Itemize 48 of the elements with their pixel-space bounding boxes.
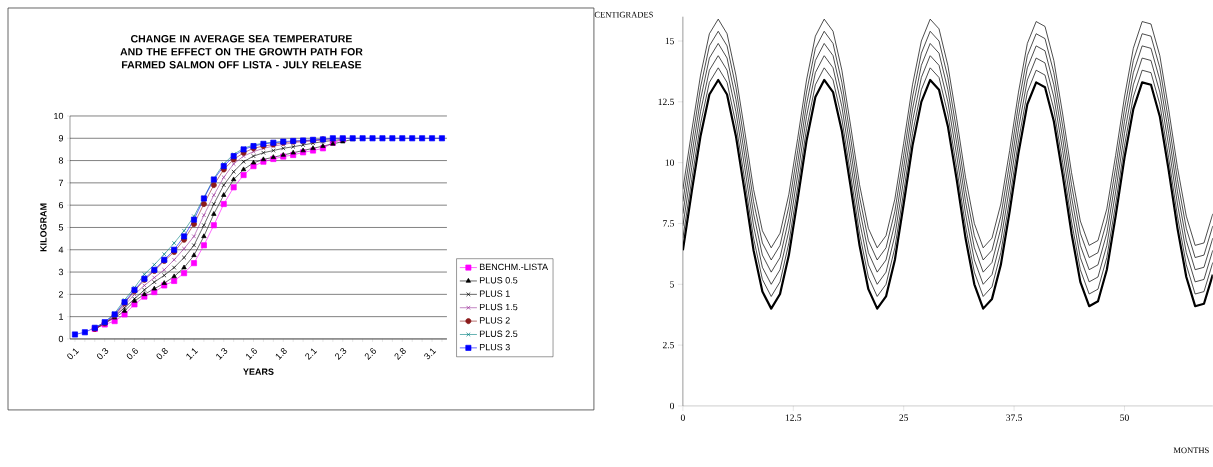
- y-tick-label: 15: [665, 37, 674, 45]
- x-tick-label: 25: [899, 414, 909, 421]
- y-tick-label: 3: [58, 268, 64, 276]
- y-tick-label: 1: [59, 313, 64, 320]
- x-tick-label: 12.5: [785, 414, 802, 421]
- x-tick-label: 1.3: [216, 348, 228, 360]
- y-axis-title: KILOGRAM: [40, 203, 47, 252]
- x-tick-label: 1.8: [275, 348, 287, 360]
- x-tick-label: 0.6: [126, 348, 138, 360]
- y-axis-title: CENTIGRADES: [594, 11, 653, 18]
- y-tick-label: 10: [54, 112, 64, 120]
- legend-label: PLUS 2.5: [479, 330, 518, 338]
- x-tick-label: 0.8: [156, 348, 168, 360]
- x-tick-label: 0.3: [97, 348, 109, 360]
- x-axis-title: MONTHS: [1173, 447, 1209, 454]
- x-tick-label: 1.1: [186, 348, 199, 360]
- legend-label: PLUS 1: [479, 290, 510, 297]
- y-tick-label: 7.5: [663, 220, 674, 227]
- x-tick-label: 0: [680, 414, 685, 421]
- legend-label: PLUS 2: [479, 317, 510, 324]
- x-tick-label: 2.3: [335, 348, 347, 360]
- y-tick-label: 2: [58, 291, 64, 298]
- x-tick-label: 1.6: [246, 348, 257, 360]
- y-tick-label: 0: [669, 402, 674, 410]
- y-tick-label: 8: [58, 157, 64, 164]
- y-tick-label: 6: [58, 202, 64, 209]
- x-tick-label: 3.1: [424, 348, 437, 360]
- y-tick-label: 2.5: [662, 341, 674, 349]
- x-tick-label: 50: [1120, 414, 1129, 421]
- x-tick-label: 37.5: [1006, 414, 1023, 421]
- legend-label: PLUS 0.5: [479, 277, 518, 284]
- y-tick-label: 10: [665, 159, 674, 166]
- x-tick-label: 2.1: [305, 348, 318, 360]
- legend-label: BENCHM.-LISTA: [479, 263, 549, 271]
- legend-label: PLUS 3: [479, 344, 510, 351]
- y-tick-label: 12.5: [658, 98, 674, 106]
- y-tick-label: 5: [670, 281, 674, 288]
- y-tick-label: 4: [58, 246, 64, 253]
- chart-title: CHANGE IN AVERAGE SEA TEMPERATURE AND THE EFFECT ON THE GROWTH PATH FOR FARMED SALMON OFF LISTA - JULY RELEASE: [120, 35, 363, 69]
- legend-label: PLUS 1.5: [479, 303, 518, 311]
- x-tick-label: 2.8: [394, 348, 406, 360]
- x-tick-label: 0.1: [67, 348, 80, 360]
- y-tick-label: 0: [58, 335, 64, 343]
- x-tick-label: 2.6: [364, 348, 376, 360]
- y-tick-label: 5: [58, 224, 64, 231]
- x-axis-title: YEARS: [243, 368, 274, 375]
- y-tick-label: 7: [58, 179, 64, 186]
- y-tick-label: 9: [58, 135, 64, 142]
